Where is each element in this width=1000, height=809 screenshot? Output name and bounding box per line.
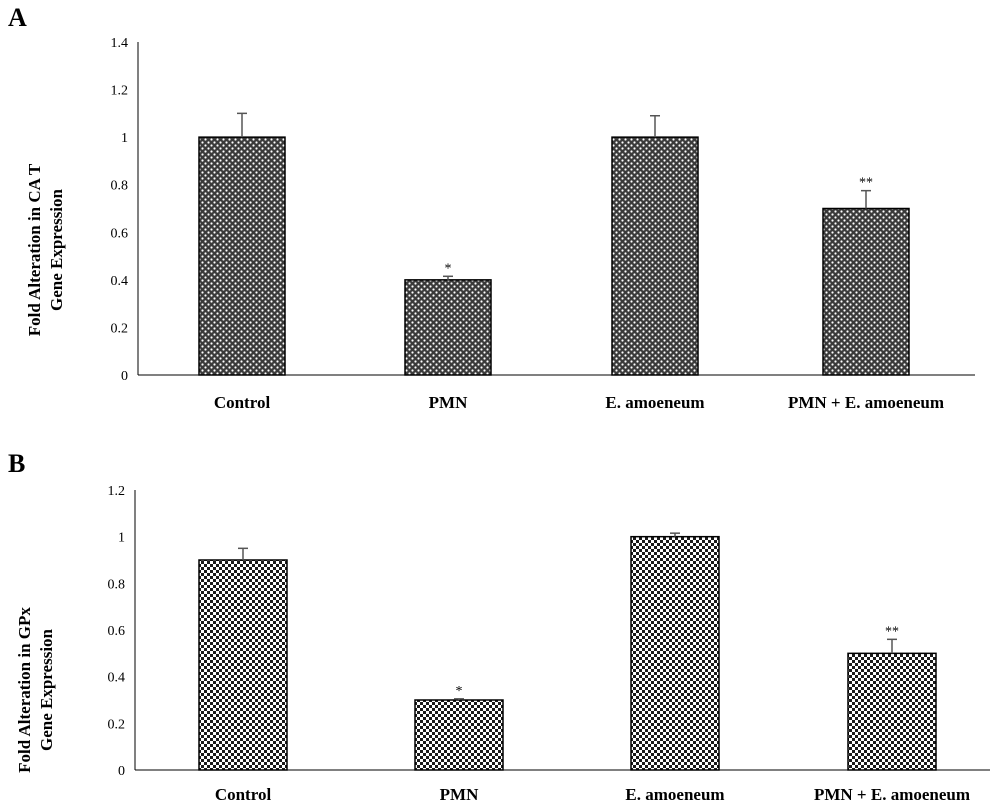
y-axis-label-line: Fold Alteration in CA T: [25, 163, 44, 336]
significance-marker: *: [456, 684, 463, 699]
y-tick-label: 0.8: [108, 577, 126, 592]
y-tick-label: 0.4: [108, 671, 126, 686]
y-tick-label: 1: [118, 531, 125, 546]
y-tick-label: 1.4: [111, 36, 129, 51]
y-tick-label: 0: [118, 764, 125, 779]
category-label: E. amoeneum: [605, 393, 704, 412]
y-tick-label: 0.8: [111, 179, 129, 194]
bar: [611, 136, 699, 376]
bar: [414, 699, 504, 771]
y-tick-label: 1.2: [108, 484, 126, 499]
category-label: Control: [215, 785, 272, 804]
panel-label-a: A: [8, 3, 27, 32]
y-tick-label: 0.2: [108, 717, 126, 732]
category-label: PMN + E. amoeneum: [788, 393, 944, 412]
bar: [630, 535, 720, 771]
bar: [198, 559, 288, 771]
category-label: Control: [214, 393, 271, 412]
significance-marker: *: [445, 261, 452, 276]
bar: [198, 136, 286, 376]
category-label: PMN: [429, 393, 468, 412]
bar: [404, 279, 492, 376]
category-label: E. amoeneum: [625, 785, 724, 804]
bar: [847, 652, 937, 771]
y-axis-label-line: Gene Expression: [47, 188, 66, 311]
significance-marker: **: [885, 624, 899, 639]
y-tick-label: 0.2: [111, 321, 129, 336]
bar: [822, 207, 910, 376]
category-label: PMN + E. amoeneum: [814, 785, 970, 804]
chart-panel-a: A Fold Alteration in CA T Gene Expression 0…: [8, 3, 975, 412]
y-tick-label: 1.2: [111, 84, 129, 99]
y-axis-label-line: Gene Expression: [37, 628, 56, 751]
chart-panel-b: B Fold Alteration in GPx Gene Expression 0 0…: [8, 449, 990, 804]
y-tick-label: 0: [121, 369, 128, 384]
y-axis-label-line: Fold Alteration in GPx: [15, 607, 34, 773]
y-tick-label: 0.6: [111, 226, 129, 241]
y-tick-label: 1: [121, 131, 128, 146]
y-tick-label: 0.4: [111, 274, 129, 289]
y-tick-label: 0.6: [108, 624, 126, 639]
panel-label-b: B: [8, 449, 25, 478]
significance-marker: **: [859, 176, 873, 191]
category-label: PMN: [440, 785, 479, 804]
